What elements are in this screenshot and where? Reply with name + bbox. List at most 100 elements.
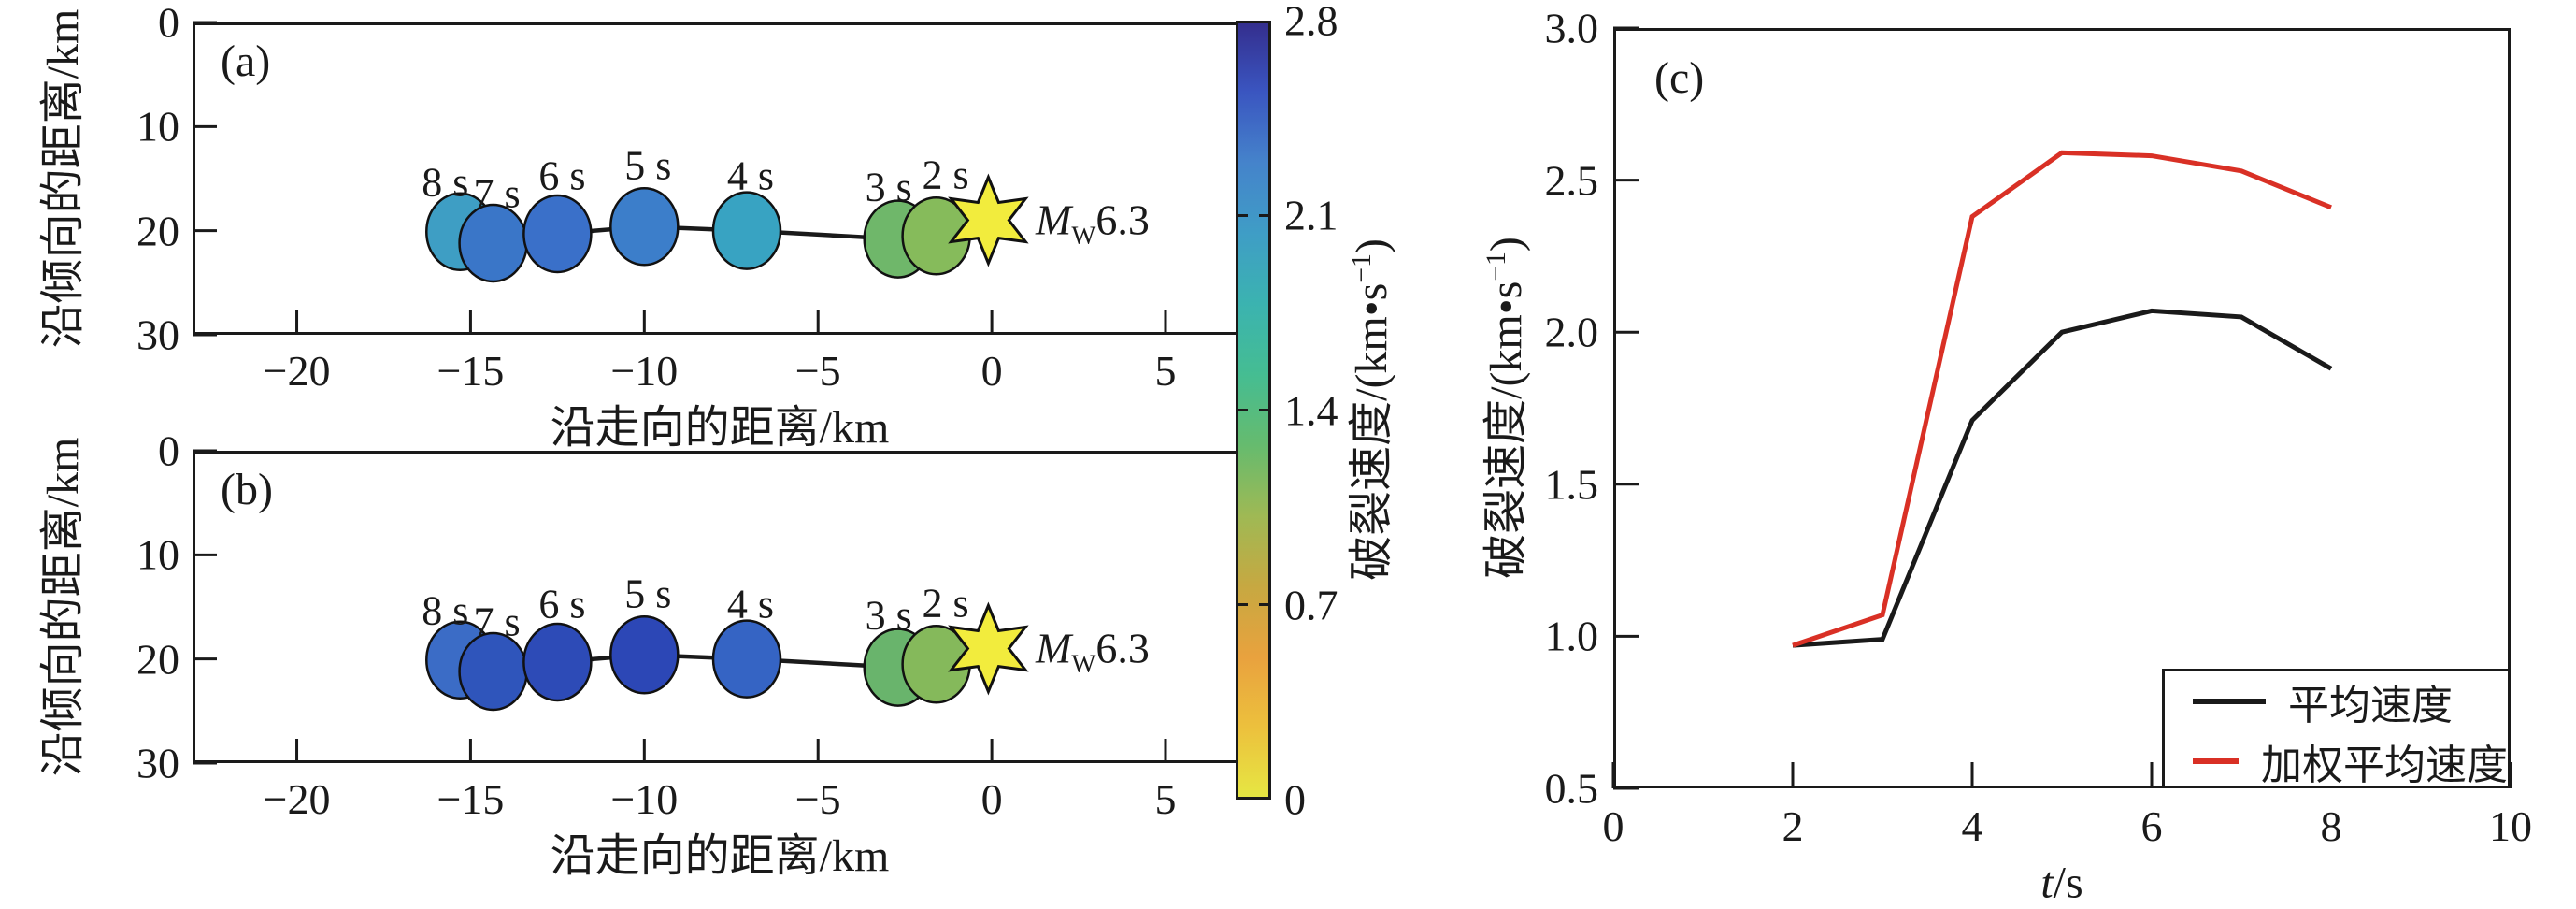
panel-b-label: (b) [221, 465, 273, 514]
legend-row: 加权平均速度 [2165, 731, 2508, 791]
rupture-front-5s [609, 186, 680, 267]
time-label-7s: 7 s [473, 599, 521, 645]
rupture-front-4s [711, 619, 782, 699]
y-tick-label: 1.5 [1544, 460, 1599, 509]
time-label-2s: 2 s [922, 580, 969, 627]
panel-c-x-axis-title: t/s [2040, 858, 2082, 909]
y-tick-label: 20 [136, 207, 179, 255]
panel-c: (c) 平均速度 加权平均速度 0 2 4 6 8 10 0.5 1.0 1.5 2.0 2.5 3.0 [1545, 5, 2533, 851]
legend-line-sample [2193, 699, 2266, 704]
rupture-front-4s [711, 191, 782, 270]
magnitude-label-b: MW6.3 [1036, 623, 1150, 678]
legend-row: 平均速度 [2165, 671, 2508, 731]
colorbar-title: 破裂速度/(km•s−1) [1334, 238, 1399, 581]
y-tick-label: 10 [136, 530, 179, 579]
mw-sub: W [1071, 220, 1096, 250]
panel-c-label: (c) [1654, 53, 1705, 103]
y-tick-label: 2.5 [1544, 156, 1599, 205]
time-label-5s: 5 s [624, 142, 672, 189]
panel-b-y-axis-title: 沿倾向的距离/km [38, 437, 88, 777]
mw-m: M [1036, 624, 1072, 672]
mw-val: 6.3 [1095, 195, 1150, 244]
panel-c-border [1613, 28, 2511, 788]
rupture-front-6s [522, 622, 593, 702]
colorbar-title-text: 破裂速度/(km•s [1347, 282, 1396, 581]
rupture-front-6s [522, 194, 593, 274]
panel-a-x-axis-title: 沿走向的距离/km [550, 403, 890, 453]
x-tick-label: 6 [2140, 802, 2163, 850]
x-tick-label: 5 [1154, 775, 1177, 823]
x-tick-label: 5 [1154, 347, 1177, 395]
colorbar-title-close: ) [1347, 238, 1396, 254]
mw-m: M [1036, 195, 1072, 244]
rupture-front-5s [609, 614, 680, 695]
colorbar-tick-label: 2.8 [1284, 0, 1338, 45]
time-label-8s: 8 s [422, 159, 469, 206]
colorbar-tick [1236, 213, 1248, 217]
c-ylabel-sup: −1 [1481, 252, 1511, 281]
y-tick-label: 20 [136, 635, 179, 684]
panel-c-y-axis-title: 破裂速度/(km•s−1) [1468, 237, 1534, 579]
colorbar-tick [1259, 603, 1271, 607]
colorbar-tick-label: 0 [1284, 775, 1306, 824]
c-xlabel-unit: /s [2053, 858, 2083, 908]
x-tick-label: −5 [794, 347, 841, 395]
time-label-6s: 6 s [538, 581, 586, 628]
c-ylabel-text: 破裂速度/(km•s [1481, 281, 1531, 579]
epicenter-star [948, 173, 1029, 267]
colorbar-tick-label: 1.4 [1284, 386, 1338, 434]
time-label-4s: 4 s [726, 581, 775, 628]
panel-b-plot [193, 449, 1167, 765]
legend-label: 平均速度 [2288, 683, 2453, 729]
x-tick-label: 4 [1961, 802, 1983, 850]
x-tick-label: −5 [794, 775, 841, 823]
magnitude-label-a: MW6.3 [1036, 195, 1150, 250]
c-xlabel-var: t [2040, 858, 2054, 908]
x-tick-label: 8 [2320, 802, 2342, 850]
x-tick-label: −15 [436, 775, 505, 823]
colorbar: 2.8 2.1 1.4 0.7 0 [1236, 0, 1338, 824]
mw-val: 6.3 [1095, 624, 1150, 672]
y-tick-label: 0.5 [1544, 764, 1599, 813]
time-label-3s: 3 s [865, 592, 912, 639]
time-label-8s: 8 s [422, 587, 469, 634]
x-tick-label: 10 [2489, 802, 2532, 850]
x-tick-label: −20 [263, 775, 331, 823]
time-label-3s: 3 s [865, 164, 912, 210]
y-tick-label: 30 [136, 310, 179, 359]
time-label-4s: 4 s [726, 152, 775, 199]
y-tick-label: 2.0 [1544, 308, 1599, 356]
x-tick-label: 0 [980, 775, 1003, 823]
y-tick-label: 3.0 [1544, 4, 1599, 52]
legend: 平均速度加权平均速度 [2162, 669, 2511, 788]
legend-line-sample [2193, 758, 2239, 764]
x-tick-label: −15 [436, 347, 505, 395]
epicenter-star [948, 601, 1029, 696]
colorbar-tick [1236, 409, 1248, 411]
panel-a-plot [193, 21, 1167, 337]
x-tick-label: −10 [610, 347, 679, 395]
time-label-2s: 2 s [922, 152, 969, 198]
x-tick-label: 0 [980, 347, 1003, 395]
y-tick-label: 30 [136, 739, 179, 787]
time-label-5s: 5 s [624, 570, 672, 617]
colorbar-tick-label: 2.1 [1284, 191, 1338, 239]
x-tick-label: −20 [263, 347, 331, 395]
panel-a-label: (a) [221, 36, 271, 86]
legend-label: 加权平均速度 [2261, 743, 2508, 788]
series-line-平均速度 [1792, 308, 2333, 648]
panel-b-x-axis-title: 沿走向的距离/km [550, 831, 890, 881]
series-line-加权平均速度 [1792, 150, 2332, 648]
panel-a-y-axis-title: 沿倾向的距离/km [38, 8, 88, 349]
y-tick-label: 0 [158, 0, 179, 47]
x-tick-label: 0 [1602, 802, 1624, 850]
y-tick-label: 0 [158, 426, 179, 475]
time-label-6s: 6 s [538, 152, 586, 199]
colorbar-title-sup: −1 [1346, 253, 1377, 283]
colorbar-tick [1259, 409, 1271, 411]
time-label-7s: 7 s [473, 170, 521, 217]
y-tick-label: 10 [136, 102, 179, 151]
